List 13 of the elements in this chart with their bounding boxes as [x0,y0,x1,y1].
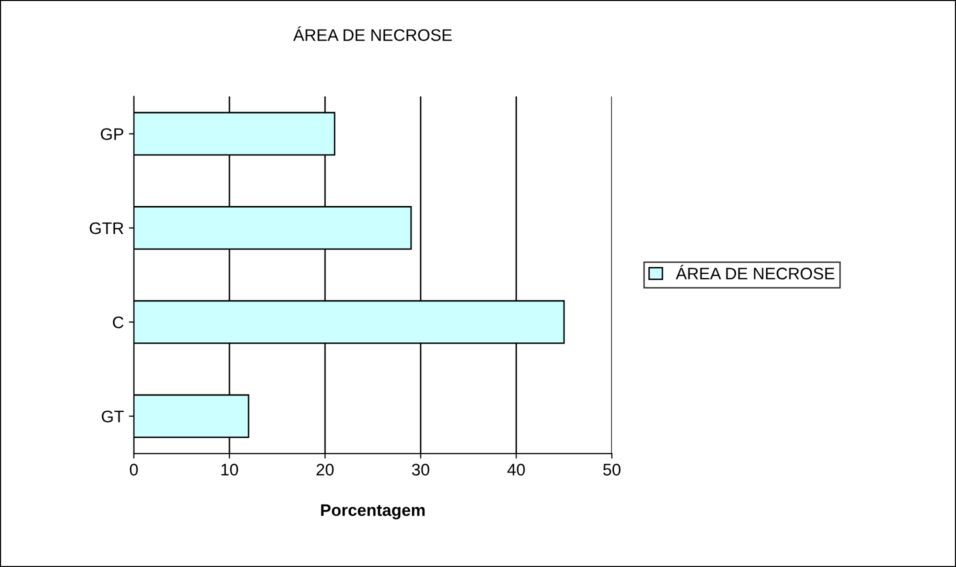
x-tick-label: 10 [221,464,238,476]
x-tick-label: 30 [412,464,430,476]
y-tick-label: C [112,316,124,328]
x-tick-label: 40 [507,464,525,476]
x-axis-title: Porcentagem [321,504,425,520]
x-tick-label: 0 [130,464,138,476]
x-tick-label: 50 [603,464,620,476]
legend-label: ÁREA DE NECROSE [676,264,834,280]
y-tick-label: GT [102,410,124,422]
y-tick-label: GTR [90,222,124,234]
chart-title: ÁREA DE NECROSE [293,26,452,41]
x-tick-label: 20 [316,464,334,476]
y-tick-label: GP [100,128,124,140]
